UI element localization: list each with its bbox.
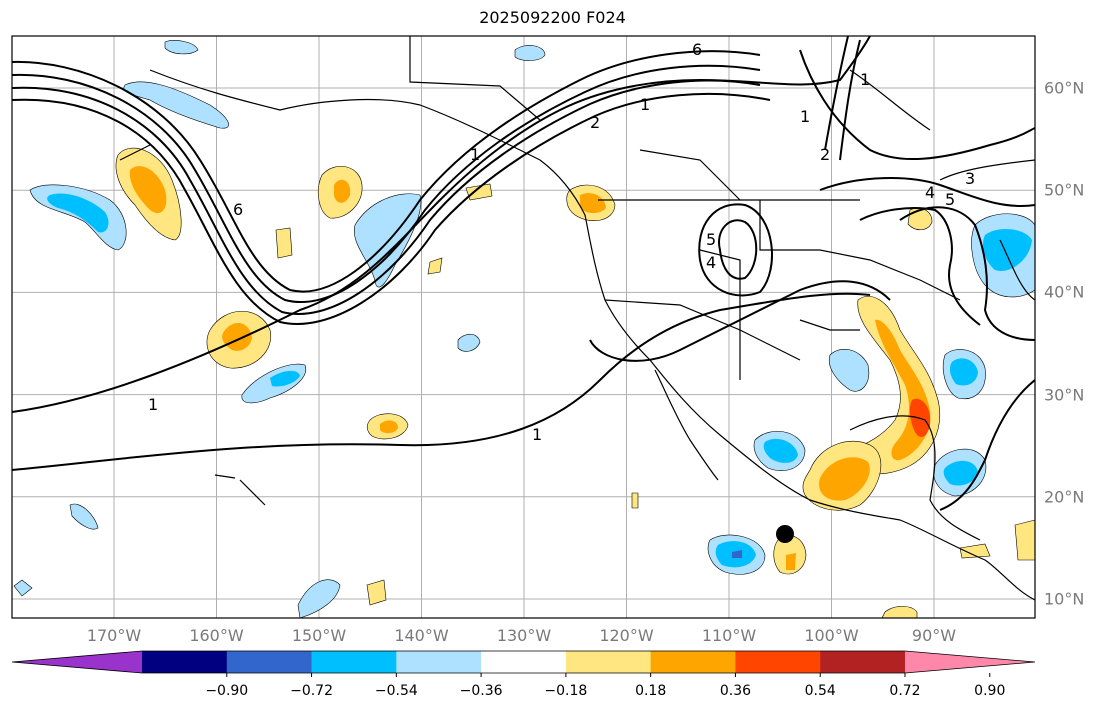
colorbar-segment — [396, 651, 482, 673]
contour-label: 1 — [800, 107, 810, 126]
contour-label: 4 — [706, 253, 716, 272]
colorbar-segment — [735, 651, 821, 673]
colorbar — [11, 650, 1036, 677]
longitude-label: 110°W — [701, 626, 757, 645]
contour-label: 1 — [148, 395, 158, 414]
longitude-label: 150°W — [291, 626, 347, 645]
contour-label: 2 — [820, 145, 830, 164]
longitude-label: 140°W — [394, 626, 449, 645]
negative-anomaly-shading — [13, 40, 1036, 619]
colorbar-segment — [481, 651, 567, 673]
colorbar-segment — [142, 651, 228, 673]
contour-label: 5 — [945, 190, 955, 209]
colorbar-tick-label: −0.18 — [544, 683, 588, 699]
longitude-label: 120°W — [599, 626, 654, 645]
colorbar-tick-label: −0.36 — [459, 683, 503, 699]
contour-label: 1 — [860, 70, 870, 89]
contour-label: 6 — [692, 40, 702, 59]
contour-label: 6 — [233, 200, 243, 219]
contour-label: 2 — [590, 113, 600, 132]
map-border — [11, 35, 1036, 619]
colorbar-tick-label: 0.54 — [804, 683, 836, 699]
longitude-label: 160°W — [189, 626, 244, 645]
contour-label: 3 — [965, 169, 975, 188]
contour-label: 1 — [532, 425, 542, 444]
colorbar-tick-label: 0.72 — [889, 683, 921, 699]
contour-label: 4 — [925, 183, 935, 202]
contour-lines — [11, 35, 1036, 511]
latitude-label: 40°N — [1044, 282, 1085, 302]
colorbar-tick-label: 0.18 — [635, 683, 667, 699]
longitude-label: 130°W — [496, 626, 552, 645]
map-title: 2025092200 F024 — [479, 8, 626, 27]
colorbar-segment — [226, 651, 313, 673]
colorbar-outline — [11, 650, 1036, 674]
latitude-label: 10°N — [1044, 589, 1085, 609]
colorbar-segment — [820, 651, 906, 673]
colorbar-tick-label: 0.36 — [719, 683, 752, 699]
colorbar-tick-label: 0.90 — [974, 683, 1006, 699]
contour-labels: 6 6 1 2 1 1 1 3 4 5 5 4 2 1 1 — [148, 40, 975, 444]
longitude-label: 100°W — [804, 626, 859, 645]
coastlines-and-borders — [119, 36, 1036, 601]
colorbar-segment — [650, 651, 736, 673]
latitude-label: 60°N — [1044, 78, 1085, 98]
contour-label: 5 — [706, 230, 716, 249]
longitude-label: 90°W — [911, 626, 957, 645]
colorbar-tick-label: −0.54 — [374, 683, 418, 699]
colorbar-extend-low — [12, 651, 142, 673]
colorbar-segment — [565, 651, 652, 673]
latitude-label: 30°N — [1044, 385, 1085, 405]
graticule — [12, 36, 1035, 618]
latitude-label: 20°N — [1044, 487, 1085, 507]
colorbar-tick-label: −0.90 — [205, 683, 249, 699]
contour-label: 1 — [640, 95, 650, 114]
colorbar-extend-high — [905, 651, 1035, 673]
storm-position-marker — [776, 525, 794, 543]
colorbar-tick-label: −0.72 — [290, 683, 333, 699]
longitude-label: 170°W — [86, 626, 142, 645]
contour-label: 1 — [470, 145, 480, 164]
latitude-label: 50°N — [1044, 180, 1085, 200]
colorbar-segment — [311, 651, 397, 673]
